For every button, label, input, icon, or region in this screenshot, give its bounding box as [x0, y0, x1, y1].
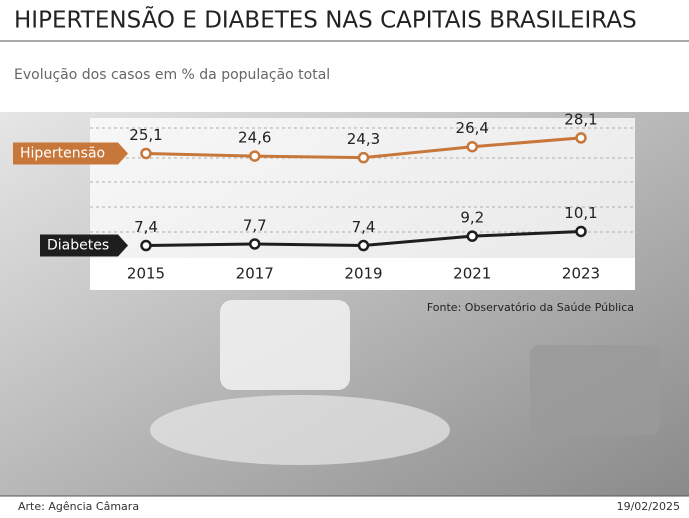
value-label: 7,7: [243, 216, 267, 234]
point: [466, 140, 478, 153]
x-tick-label: 2021: [453, 265, 491, 283]
point: [357, 151, 370, 164]
photo-arm: [150, 395, 450, 465]
value-label: 26,4: [456, 119, 489, 137]
chart-title: HIPERTENSÃO E DIABETES NAS CAPITAIS BRAS…: [14, 6, 637, 34]
credit: Arte: Agência Câmara: [18, 500, 139, 513]
x-tick-label: 2019: [344, 265, 382, 283]
legend-label: Hipertensão: [20, 145, 105, 161]
value-label: 7,4: [134, 218, 158, 236]
point: [357, 239, 370, 252]
value-label: 28,1: [564, 110, 597, 128]
date: 19/02/2025: [617, 500, 680, 513]
x-tick-label: 2023: [562, 265, 600, 283]
point: [575, 132, 587, 144]
decor-lines: [90, 127, 635, 233]
legend-label: Diabetes: [47, 238, 109, 254]
x-axis-band: [90, 258, 635, 290]
value-label: 24,6: [238, 129, 271, 147]
photo-cuff: [530, 345, 660, 435]
point: [466, 230, 478, 242]
value-label: 9,2: [460, 209, 484, 227]
legend-tag: [40, 234, 128, 257]
x-tick-label: 2015: [127, 265, 165, 283]
value-label: 25,1: [129, 126, 162, 144]
value-label: 10,1: [564, 204, 597, 222]
chart-subtitle: Evolução dos casos em % da população tot…: [14, 67, 330, 83]
value-label: 7,4: [352, 218, 376, 236]
source-note: Fonte: Observatório da Saúde Pública: [427, 301, 634, 314]
point: [249, 150, 261, 162]
point: [140, 239, 152, 252]
point: [140, 147, 152, 160]
point: [249, 238, 261, 250]
legend-tag: [13, 142, 128, 165]
value-label: 24,3: [347, 130, 380, 148]
point: [575, 225, 587, 238]
photo-monitor: [220, 300, 350, 390]
x-tick-label: 2017: [236, 265, 274, 283]
